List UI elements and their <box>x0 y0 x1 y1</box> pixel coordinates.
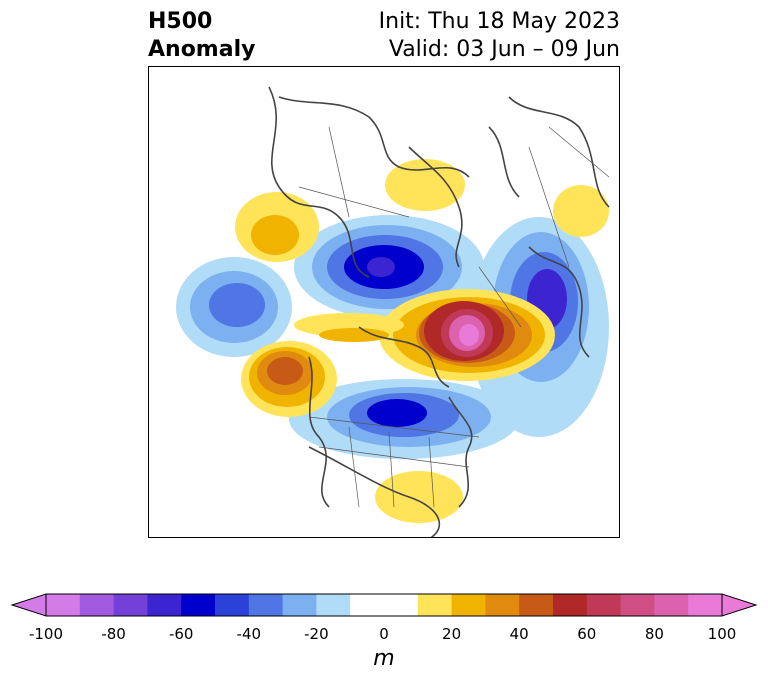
colorbar-bin <box>654 594 689 616</box>
map-title: H500 Anomaly <box>148 8 255 64</box>
colorbar-bin <box>519 594 554 616</box>
positive-anomaly-polar <box>385 159 609 237</box>
negative-anomaly-arctic <box>294 215 484 319</box>
colorbar-bin <box>417 594 453 616</box>
colorbar-tick-label: 100 <box>707 625 737 643</box>
valid-range: Valid: 03 Jun – 09 Jun <box>388 37 620 62</box>
positive-anomaly-southeast-us <box>375 471 463 523</box>
colorbar-bin <box>350 594 385 616</box>
colorbar-tick-label: 60 <box>577 625 597 643</box>
positive-anomaly-siberia <box>235 192 319 262</box>
colorbar-bin <box>688 594 723 616</box>
negative-anomaly-canada <box>289 379 519 459</box>
colorbar-bin <box>586 594 622 616</box>
colorbar-tick-label: -60 <box>168 625 194 643</box>
colorbar-tick-label: 80 <box>644 625 664 643</box>
colorbar-tick-label: -100 <box>28 625 64 643</box>
colorbar-bin <box>384 594 419 616</box>
map-dates: Init: Thu 18 May 2023 Valid: 03 Jun – 09… <box>379 8 620 64</box>
colorbar-tick-label: -20 <box>304 625 329 643</box>
colorbar-bin <box>248 594 284 616</box>
colorbar-bin <box>485 594 520 616</box>
colorbar-tick-label: -80 <box>101 625 126 643</box>
colorbar-bin <box>282 594 317 616</box>
colorbar-tick-label: -40 <box>236 625 262 643</box>
colorbar-bin <box>620 594 655 616</box>
colorbar-bin <box>113 594 148 616</box>
map-panel <box>148 66 620 538</box>
colorbar-tick-label: 0 <box>379 625 389 643</box>
init-date: Init: Thu 18 May 2023 <box>378 9 620 34</box>
colorbar-bin <box>147 594 182 616</box>
colorbar-tick-label: 40 <box>509 625 529 643</box>
colorbar-bin <box>451 594 486 616</box>
colorbar-frame <box>45 593 723 617</box>
colorbar-bin <box>215 594 250 616</box>
title-field: Anomaly <box>148 37 256 62</box>
colorbar-unit: m <box>373 646 395 671</box>
title-variable: H500 <box>148 9 213 34</box>
colorbar-extend-min <box>10 593 47 617</box>
colorbar <box>10 593 758 617</box>
borders <box>298 126 610 508</box>
colorbar-tick-label: 20 <box>442 625 462 643</box>
coastlines <box>268 86 610 537</box>
positive-anomaly-alaska <box>241 313 404 417</box>
positive-anomaly-greenland <box>379 289 555 381</box>
negative-anomaly-pacific <box>176 257 292 357</box>
colorbar-bin <box>316 594 351 616</box>
colorbar-bin <box>181 594 216 616</box>
colorbar-bin <box>46 594 81 616</box>
colorbar-bin <box>553 594 588 616</box>
colorbar-extend-max <box>721 593 758 617</box>
anomaly-map <box>176 86 610 537</box>
colorbar-bin <box>79 594 115 616</box>
